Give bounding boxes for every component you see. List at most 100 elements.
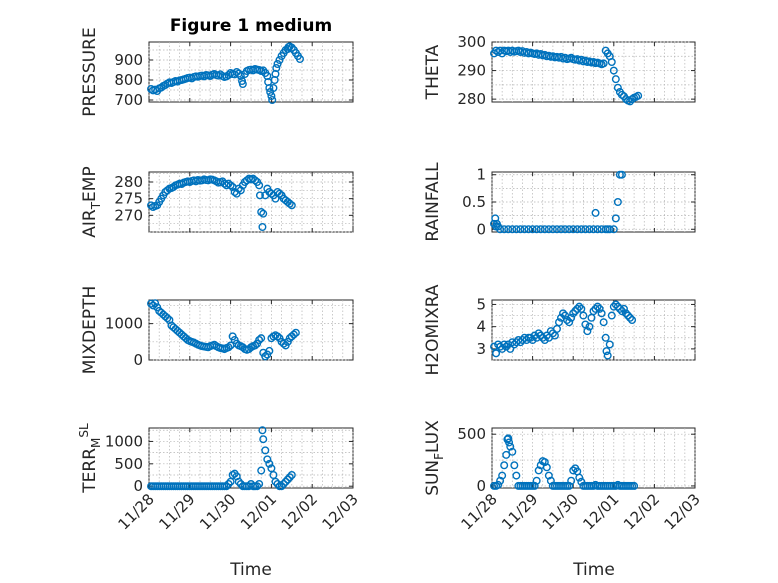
data-point	[621, 309, 630, 318]
y-axis-label: RAINFALL	[423, 162, 443, 242]
data-point	[611, 300, 620, 309]
x-tick-label: 12/01	[237, 490, 280, 533]
data-point	[532, 476, 541, 485]
data-point	[528, 336, 537, 345]
data-point	[569, 225, 578, 234]
y-tick-label: 1000	[105, 432, 143, 450]
data-point	[287, 201, 296, 210]
data-point	[602, 347, 611, 356]
data-point	[236, 71, 245, 80]
data-point	[585, 225, 594, 234]
data-point	[271, 477, 280, 486]
data-point	[563, 316, 572, 325]
data-point	[607, 58, 616, 67]
y-tick-label: 0	[476, 477, 486, 495]
data-point	[508, 447, 517, 456]
data-point	[255, 191, 264, 200]
data-point	[504, 434, 513, 443]
y-axis-label: TERRMSL	[77, 423, 103, 494]
x-tick-label: 11/28	[458, 490, 501, 533]
data-point	[255, 479, 264, 488]
data-point	[591, 304, 600, 313]
data-point	[593, 302, 602, 311]
data-point	[510, 461, 519, 470]
data-point	[599, 318, 608, 327]
data-point	[273, 332, 282, 341]
subplot-rainfall: 0 0.5 1 RAINFALL	[423, 162, 696, 242]
data-point	[267, 91, 276, 100]
data-point	[268, 95, 277, 104]
axes-box	[148, 427, 354, 489]
data-point	[540, 336, 549, 345]
data-point	[149, 301, 158, 310]
data-point	[534, 329, 543, 338]
data-point	[524, 225, 533, 234]
data-point	[238, 79, 247, 88]
y-axis-label: THETA	[423, 44, 443, 100]
data-point	[163, 314, 172, 323]
data-point	[557, 225, 566, 234]
x-tick-label: 11/29	[155, 490, 198, 533]
data-point	[222, 482, 231, 491]
data-point	[283, 475, 292, 484]
data-point	[502, 342, 511, 351]
data-point	[257, 334, 266, 343]
data-point	[599, 59, 608, 68]
data-point	[603, 351, 612, 360]
data-point	[579, 311, 588, 320]
data-point	[605, 340, 614, 349]
data-point	[536, 225, 545, 234]
data-point	[502, 450, 511, 459]
data-point	[575, 302, 584, 311]
data-point	[583, 327, 592, 336]
data-point	[630, 481, 639, 490]
data-point	[611, 75, 620, 84]
data-point	[291, 328, 300, 337]
data-point	[528, 225, 537, 234]
axes-box	[491, 299, 696, 361]
data-point	[253, 482, 262, 491]
y-tick-label: 300	[457, 33, 486, 51]
figure-title: Figure 1 medium	[170, 16, 332, 36]
data-point	[498, 344, 507, 353]
y-tick-label: 800	[114, 71, 143, 89]
data-point	[295, 55, 304, 64]
y-tick-label: 270	[114, 206, 143, 224]
data-point	[540, 225, 549, 234]
data-point	[281, 477, 290, 486]
y-tick-label: 4	[476, 318, 486, 336]
data-point	[569, 466, 578, 475]
data-point	[520, 225, 529, 234]
data-point	[263, 455, 272, 464]
y-tick-label: 3	[476, 340, 486, 358]
x-tick-label: 12/03	[661, 490, 704, 533]
data-point	[504, 225, 513, 234]
data-point	[617, 307, 626, 316]
data-point	[251, 341, 260, 350]
data-point	[234, 477, 243, 486]
x-tick-label: 12/02	[278, 490, 321, 533]
data-point	[575, 473, 584, 482]
data-point	[492, 349, 501, 358]
data-point	[494, 480, 503, 489]
data-point	[224, 343, 233, 352]
axes-box	[491, 427, 696, 489]
data-point	[500, 225, 509, 234]
y-tick-label: 500	[457, 425, 486, 443]
x-tick-label: 12/01	[579, 490, 622, 533]
subplot-pressure: 700 800 900 PRESSURE	[80, 27, 354, 117]
data-point	[626, 313, 635, 322]
data-point	[259, 435, 268, 444]
x-tick-label: 11/30	[539, 490, 582, 533]
data-point	[609, 66, 618, 75]
data-point	[613, 197, 622, 206]
data-point	[567, 313, 576, 322]
data-point	[236, 186, 245, 195]
data-point	[285, 199, 294, 208]
data-point	[516, 225, 525, 234]
data-point	[261, 352, 270, 361]
data-point	[261, 446, 270, 455]
data-point	[512, 471, 521, 480]
